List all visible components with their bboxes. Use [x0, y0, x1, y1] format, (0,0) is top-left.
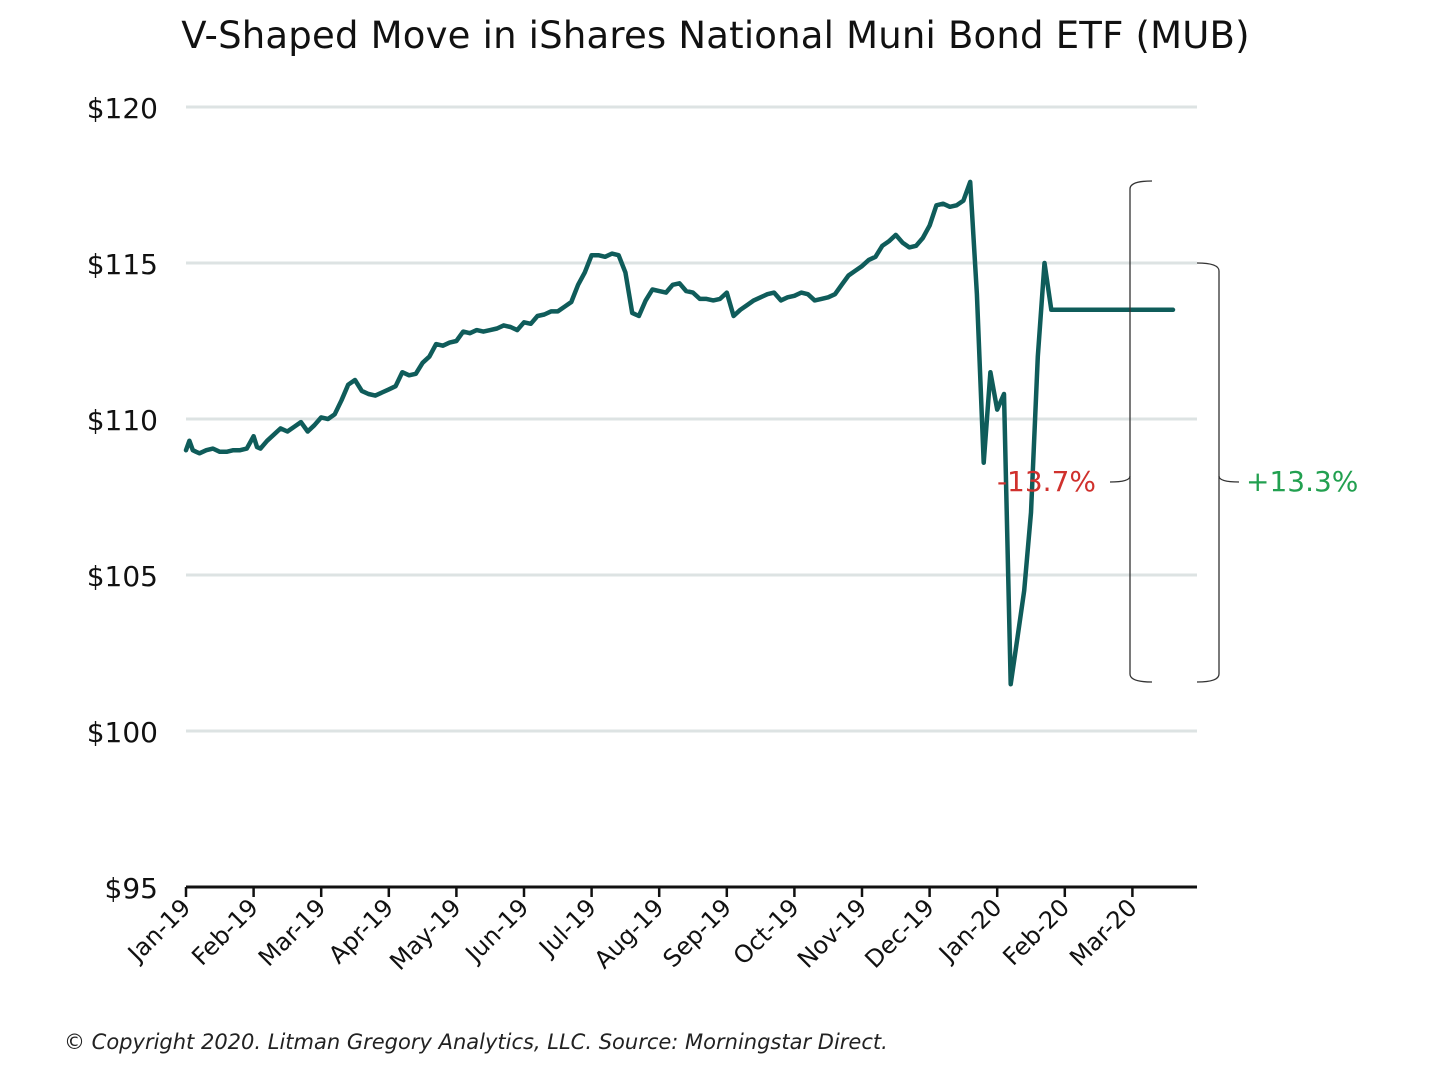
- y-tick-label: $115: [87, 248, 158, 281]
- recovery-bracket: [1196, 262, 1220, 683]
- recovery-bracket-tip: [1218, 475, 1240, 483]
- x-tick-label: Oct-19: [728, 893, 805, 970]
- x-tick-label: Jan-20: [932, 893, 1007, 968]
- series-line: [183, 179, 1176, 687]
- x-tick-label: Feb-19: [186, 893, 264, 971]
- x-tick-label: Aug-19: [589, 893, 670, 974]
- x-tick-label: Sep-19: [658, 893, 738, 973]
- x-tick-label: Feb-20: [997, 893, 1075, 971]
- series-layer: [183, 179, 1176, 687]
- copyright-footer: © Copyright 2020. Litman Gregory Analyti…: [64, 1030, 888, 1054]
- x-tick-label: Mar-20: [1064, 893, 1142, 971]
- y-tick-label: $100: [87, 716, 158, 749]
- y-tick-label: $105: [87, 560, 158, 593]
- grid-lines: [186, 105, 1197, 733]
- x-tick-label: Mar-19: [253, 893, 331, 971]
- drop-bracket: [1129, 180, 1153, 683]
- y-tick-label: $95: [105, 872, 158, 905]
- chart-title: V-Shaped Move in iShares National Muni B…: [181, 14, 1250, 57]
- x-tick-label: Nov-19: [792, 893, 872, 973]
- x-tick-label: Jun-19: [459, 893, 534, 968]
- x-tick-label: Dec-19: [859, 893, 939, 973]
- y-axis-ticks: $120 $115 $110 $105 $100 $95: [87, 92, 158, 905]
- annotations: -13.7% +13.3%: [997, 180, 1358, 683]
- y-tick-label: $120: [87, 92, 158, 125]
- drop-bracket-tip: [1109, 475, 1131, 483]
- drop-annotation-label: -13.7%: [997, 465, 1096, 498]
- x-tick-label: May-19: [384, 893, 466, 975]
- y-tick-label: $110: [87, 404, 158, 437]
- recovery-annotation-label: +13.3%: [1246, 465, 1358, 498]
